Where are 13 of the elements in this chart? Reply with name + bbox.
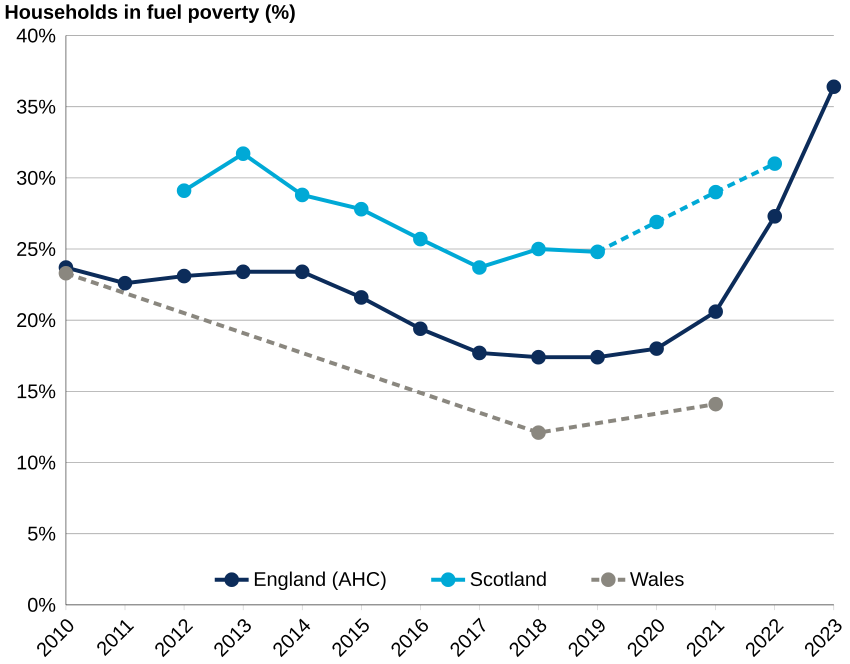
legend-label: England (AHC) [254,571,386,590]
y-tick-label: 40% [16,28,56,42]
y-tick-label: 30% [16,170,56,185]
y-tick-label: 15% [18,384,56,398]
y-tick-label: 0% [28,598,56,612]
y-tick-label: 25% [17,242,56,256]
chart-title: Households in fuel poverty (%) [6,4,295,23]
y-tick-label: 20% [17,313,56,328]
y-tick-label: 35% [16,100,56,114]
legend-label: Scotland [470,571,546,586]
legend-label: Wales [630,571,684,586]
y-tick-label: 5% [28,526,56,541]
y-tick-label: 10% [18,455,56,470]
